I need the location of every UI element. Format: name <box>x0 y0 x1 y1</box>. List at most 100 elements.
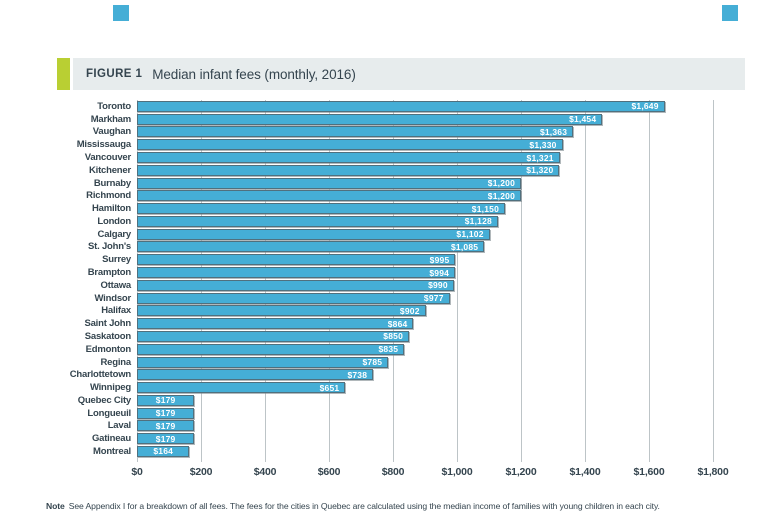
city-label: St. John's <box>87 241 131 253</box>
bar-track: $850 <box>137 330 713 343</box>
bar-track: $1,128 <box>137 215 713 228</box>
city-label: Laval <box>107 420 131 432</box>
city-label: Winnipeg <box>89 382 131 394</box>
bar-row: Markham $1,454 <box>57 113 713 126</box>
city-label: Calgary <box>97 228 132 240</box>
bar: $835 <box>137 343 405 355</box>
city-label: Mississauga <box>76 139 132 151</box>
bar-value-label: $1,363 <box>539 126 568 137</box>
x-tick-label: $200 <box>189 466 213 478</box>
figure-header: FIGURE 1 Median infant fees (monthly, 20… <box>57 58 745 90</box>
decoration-square-left <box>113 5 129 21</box>
bar: $990 <box>137 279 454 291</box>
bar-track: $835 <box>137 343 713 356</box>
bar-row: Edmonton $835 <box>57 343 713 356</box>
city-label: London <box>97 215 131 227</box>
bar: $1,102 <box>137 228 490 240</box>
x-tick-label: $1,600 <box>633 466 665 478</box>
bar-row: Mississauga $1,330 <box>57 138 713 151</box>
bar-row: Richmond $1,200 <box>57 189 713 202</box>
decoration-square-right <box>722 5 738 21</box>
gridline <box>457 100 458 462</box>
bar-track: $1,649 <box>137 100 713 113</box>
bar-row: Calgary $1,102 <box>57 228 713 241</box>
bar-value-label: $1,102 <box>456 229 484 240</box>
bar-row: Winnipeg $651 <box>57 381 713 394</box>
bar-track: $738 <box>137 368 713 381</box>
x-tick-label: $600 <box>317 466 341 478</box>
note-label: Note <box>46 501 65 511</box>
bar: $995 <box>137 254 456 266</box>
bar-value-label: $1,200 <box>487 178 515 189</box>
city-label: Gatineau <box>91 433 131 445</box>
bar-row: Charlottetown $738 <box>57 368 713 381</box>
bar: $1,649 <box>137 100 665 112</box>
bar-row: St. John's $1,085 <box>57 241 713 254</box>
chart-rows: Toronto $1,649 Markham $1,454 Vaughan $1,363 M… <box>57 100 714 462</box>
gridline <box>713 100 714 462</box>
bar-value-label: $835 <box>378 344 399 355</box>
bar-value-label: $651 <box>319 382 340 393</box>
bar-track: $1,330 <box>137 138 713 151</box>
bar-value-label: $1,085 <box>450 241 479 252</box>
bar-value-label: $179 <box>155 420 176 431</box>
bar-row: Regina $785 <box>57 356 713 369</box>
city-label: Saint John <box>84 318 131 330</box>
bar-value-label: $164 <box>153 446 174 457</box>
x-tick-label: $1,800 <box>697 466 729 478</box>
bar-value-label: $1,320 <box>526 165 554 176</box>
x-tick-label: $800 <box>381 466 405 478</box>
bar-track: $1,085 <box>137 241 713 254</box>
bar-row: Halifax $902 <box>57 305 713 318</box>
city-label: Surrey <box>102 254 131 266</box>
bar-track: $994 <box>137 266 713 279</box>
city-label: Toronto <box>97 100 131 112</box>
x-axis: $0 $200 $400 $600 $800 $1,000 $1,200 $1,400 $1,6… <box>131 458 728 482</box>
bar-value-label: $1,649 <box>631 101 659 112</box>
bar: $850 <box>137 330 409 342</box>
city-label: Edmonton <box>85 343 132 355</box>
bar: $179 <box>137 420 195 432</box>
bar: $179 <box>137 394 195 406</box>
bar-track: $164 <box>137 445 713 458</box>
x-tick-label: $1,000 <box>441 466 473 478</box>
bar: $977 <box>137 292 450 304</box>
city-label: Montreal <box>93 445 131 457</box>
bar: $902 <box>137 305 426 317</box>
bar-track: $995 <box>137 253 713 266</box>
bar: $1,200 <box>137 190 521 202</box>
figure-header-bar: FIGURE 1 Median infant fees (monthly, 20… <box>73 58 745 90</box>
city-label: Halifax <box>101 305 131 317</box>
bar-value-label: $1,150 <box>471 203 499 214</box>
bar-row: Vaughan $1,363 <box>57 126 713 139</box>
bar-row: Burnaby $1,200 <box>57 177 713 190</box>
bar-track: $1,150 <box>137 202 713 215</box>
bar-value-label: $785 <box>362 357 383 368</box>
bar: $1,454 <box>137 113 603 125</box>
bar-value-label: $1,330 <box>529 139 557 150</box>
bar-value-label: $179 <box>155 408 176 419</box>
bar: $1,330 <box>137 139 563 151</box>
bar-row: Saskatoon $850 <box>57 330 713 343</box>
accent-bar <box>57 58 70 90</box>
bar-value-label: $994 <box>429 267 450 278</box>
bar-track: $1,321 <box>137 151 713 164</box>
bar: $179 <box>137 407 195 419</box>
city-label: Vancouver <box>84 152 131 164</box>
bar-track: $977 <box>137 292 713 305</box>
bar-row: Brampton $994 <box>57 266 713 279</box>
gridline <box>649 100 650 462</box>
city-label: Kitchener <box>88 164 131 176</box>
city-label: Longueuil <box>87 407 131 419</box>
bar: $994 <box>137 267 456 279</box>
bar-track: $1,320 <box>137 164 713 177</box>
bar: $785 <box>137 356 389 368</box>
bar-value-label: $1,321 <box>526 152 554 163</box>
city-label: Markham <box>90 113 132 125</box>
city-label: Ottawa <box>100 279 132 291</box>
bar-value-label: $179 <box>155 395 176 406</box>
bar-track: $864 <box>137 317 713 330</box>
bar-row: Kitchener $1,320 <box>57 164 713 177</box>
bar-row: Quebec City $179 <box>57 394 713 407</box>
